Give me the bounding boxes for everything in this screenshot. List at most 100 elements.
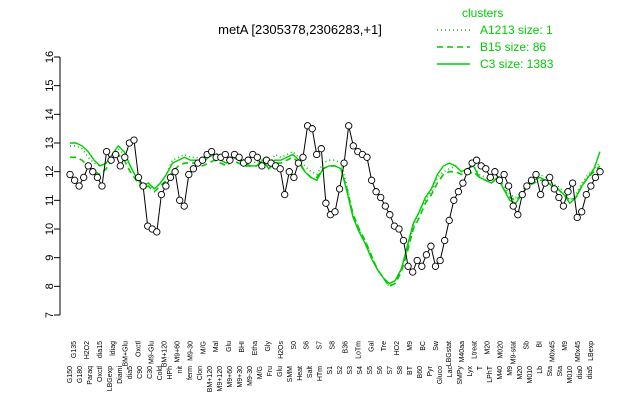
x-tick-label: LoTm: [355, 341, 362, 359]
x-tick-label: Salt: [307, 366, 314, 378]
data-point: [176, 196, 184, 204]
data-point: [80, 173, 88, 182]
data-point: [500, 170, 508, 179]
data-point: [518, 190, 526, 199]
data-point: [116, 162, 124, 170]
x-tick-label: dia0: [577, 366, 584, 379]
data-point: [299, 153, 307, 161]
data-point: [491, 168, 499, 176]
x-tick-label: M9+60: [227, 366, 234, 388]
data-point: [189, 165, 198, 173]
data-point: [276, 165, 284, 173]
data-point: [84, 162, 92, 170]
x-tick-label: M/G: [200, 341, 207, 354]
x-tick-label: Sw: [433, 340, 440, 351]
x-tick-label: dia5: [127, 366, 134, 379]
data-point: [559, 202, 568, 210]
x-tick-label: M9-stat: [511, 341, 518, 364]
x-tick-label: S8: [330, 341, 337, 350]
x-tick-label: S7: [317, 341, 324, 350]
x-tick-label: C90: [137, 366, 144, 379]
x-tick-label: dia5: [587, 366, 594, 379]
data-point: [427, 242, 435, 250]
data-point: [66, 170, 74, 179]
data-point: [98, 182, 106, 190]
y-tick-label: 9: [44, 255, 56, 261]
x-tick-label: BHI: [239, 341, 246, 353]
data-point: [317, 145, 325, 153]
data-point: [349, 142, 357, 150]
x-tick-label: M9-30: [247, 366, 254, 386]
data-point: [281, 190, 289, 199]
x-tick-label: M9-30: [187, 341, 194, 361]
x-tick-label: S6: [304, 341, 311, 350]
x-axis-labels: G150 G180 Paraq Oxctl LBGexp Diami dia5 C90 C30 C…: [67, 340, 595, 392]
x-tick-label: Fru: [267, 366, 274, 377]
data-point: [93, 173, 102, 182]
x-tick-label: Oxctl: [136, 341, 143, 357]
data-point: [596, 168, 604, 176]
x-tick-label: Diami: [117, 366, 124, 384]
x-tick-label: M9+60: [174, 341, 181, 363]
data-point: [313, 150, 321, 159]
x-tick-label: T: [477, 365, 484, 370]
data-point: [367, 176, 376, 184]
data-point: [345, 122, 353, 130]
legend-label-3: C3 size: 1383: [480, 57, 554, 71]
x-tick-label: Sb: [523, 341, 530, 350]
x-tick-label: LBGexp: [107, 366, 114, 391]
x-tick-label: B60: [417, 366, 424, 379]
x-tick-label: Lb: [537, 366, 544, 374]
x-tick-label: Mal: [213, 341, 220, 353]
data-point: [121, 153, 129, 161]
x-tick-label: Etha: [252, 341, 259, 356]
x-tick-label: M20: [485, 341, 492, 355]
x-tick-label: Cold: [157, 366, 164, 381]
x-tick-label: M9+120: [217, 366, 224, 392]
data-point: [486, 173, 494, 182]
x-tick-label: H2O2: [84, 341, 91, 359]
x-tick-label: S5: [367, 366, 374, 375]
data-point: [454, 188, 463, 196]
data-point: [482, 165, 490, 173]
x-tick-label: ferm: [187, 366, 194, 380]
data-point: [399, 236, 408, 245]
data-point: [573, 213, 581, 222]
x-tick-label: M010: [527, 366, 534, 384]
data-point: [527, 176, 536, 184]
data-point: [541, 179, 549, 187]
x-tick-label: Heat: [297, 366, 304, 381]
x-tick-label: Gal: [368, 341, 375, 352]
data-point: [495, 176, 504, 184]
data-point: [294, 159, 303, 167]
x-tick-label: Glu: [277, 366, 284, 377]
legend-title: clusters: [462, 6, 503, 20]
x-tick-label: SMM: [287, 366, 294, 383]
x-tick-label: Lyx: [467, 366, 474, 377]
y-tick-label: 14: [44, 108, 56, 120]
data-point: [157, 190, 166, 199]
data-point: [568, 179, 577, 187]
y-tick-label: 15: [44, 80, 56, 92]
x-tick-label: LBGstat: [446, 341, 453, 366]
y-tick-label: 7: [44, 312, 56, 318]
data-point: [340, 159, 348, 167]
data-point: [413, 256, 421, 265]
data-point: [153, 228, 161, 236]
data-point: [70, 176, 79, 184]
x-tick-label: G150: [67, 366, 74, 383]
data-point: [450, 196, 458, 204]
x-tick-label: BM+120: [207, 366, 214, 392]
data-point: [112, 150, 120, 159]
data-point: [409, 268, 417, 276]
y-tick-label: 12: [44, 166, 56, 178]
x-tick-label: Sta: [557, 366, 564, 377]
data-point: [441, 236, 449, 245]
x-tick-label: S4: [357, 366, 364, 375]
data-point: [445, 216, 453, 225]
data-point: [363, 153, 371, 161]
x-tick-label: SMPy: [457, 366, 464, 385]
x-tick-label: M9: [407, 341, 414, 351]
data-point: [564, 188, 572, 196]
x-tick-label: Paraq: [87, 366, 94, 385]
